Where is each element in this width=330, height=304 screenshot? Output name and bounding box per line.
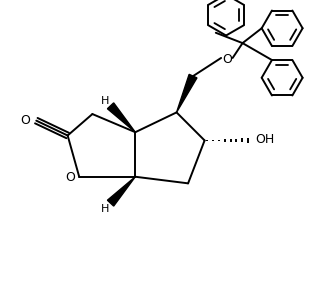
Text: O: O	[65, 171, 75, 184]
Text: O: O	[222, 53, 232, 66]
Polygon shape	[108, 103, 135, 132]
Text: OH: OH	[255, 133, 274, 146]
Polygon shape	[177, 74, 197, 112]
Text: H: H	[101, 96, 109, 106]
Text: H: H	[101, 204, 109, 214]
Text: O: O	[20, 114, 30, 127]
Polygon shape	[108, 177, 135, 206]
